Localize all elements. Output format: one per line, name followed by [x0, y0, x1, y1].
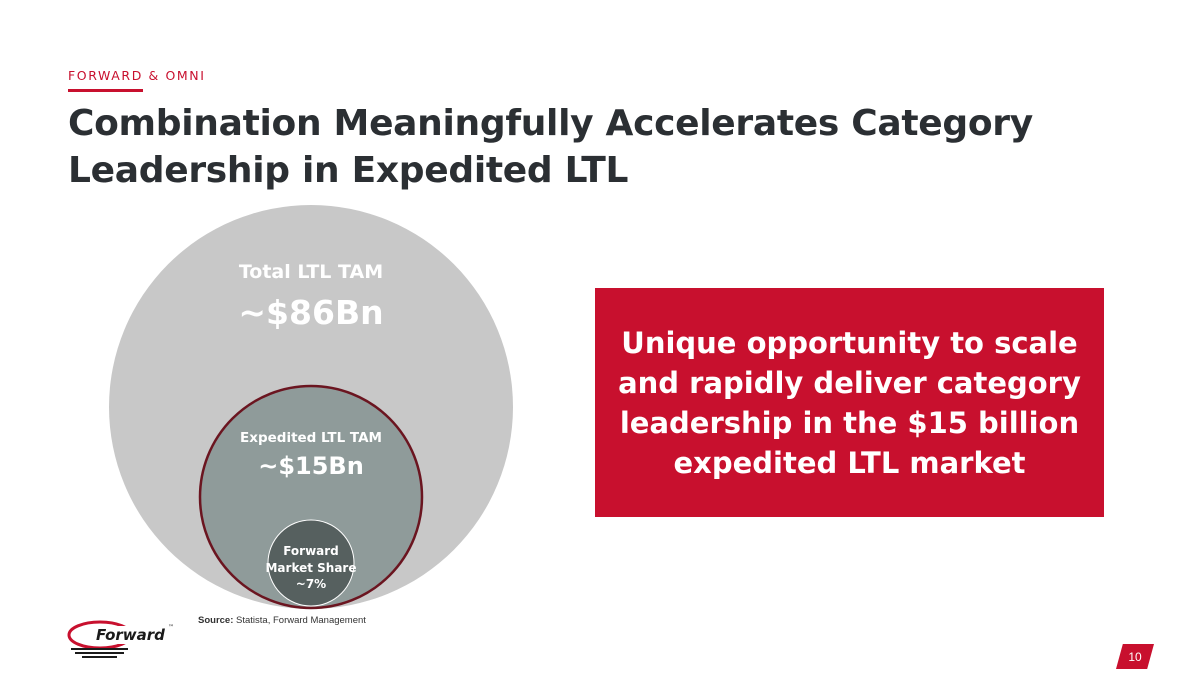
forward-logo: Forward ™ — [67, 620, 174, 658]
source-note: Source: Statista, Forward Management — [198, 615, 366, 626]
logo-bar-icon — [88, 626, 172, 644]
total-ltl-tam-value: ~$86Bn — [238, 293, 383, 332]
source-label: Source: — [198, 615, 234, 626]
callout-text: Unique opportunity to scale and rapidly … — [618, 325, 1081, 480]
expedited-ltl-tam-circle — [198, 384, 424, 610]
expedited-ltl-tam-value: ~$15Bn — [258, 452, 364, 480]
page-title: Combination Meaningfully Accelerates Cat… — [68, 100, 1048, 194]
section-divider — [68, 89, 143, 92]
logo-wordmark: Forward — [96, 626, 165, 644]
forward-market-share-label-1: Forward — [283, 544, 339, 558]
expedited-ltl-tam-label: Expedited LTL TAM — [240, 430, 382, 446]
source-text: Statista, Forward Management — [236, 615, 366, 626]
section-label: FORWARD & OMNI — [68, 68, 206, 83]
forward-market-share-circle — [267, 519, 355, 607]
callout-box: Unique opportunity to scale and rapidly … — [595, 288, 1104, 517]
forward-market-share-value: ~7% — [296, 577, 326, 591]
logo-trademark: ™ — [168, 624, 174, 631]
page-number: 10 — [1116, 644, 1154, 669]
forward-market-share-label-2: Market Share — [265, 561, 356, 575]
total-ltl-tam-label: Total LTL TAM — [239, 261, 383, 283]
title-line-1: Combination Meaningfully Accelerates Cat… — [68, 103, 1033, 144]
title-line-2: Leadership in Expedited LTL — [68, 150, 629, 191]
